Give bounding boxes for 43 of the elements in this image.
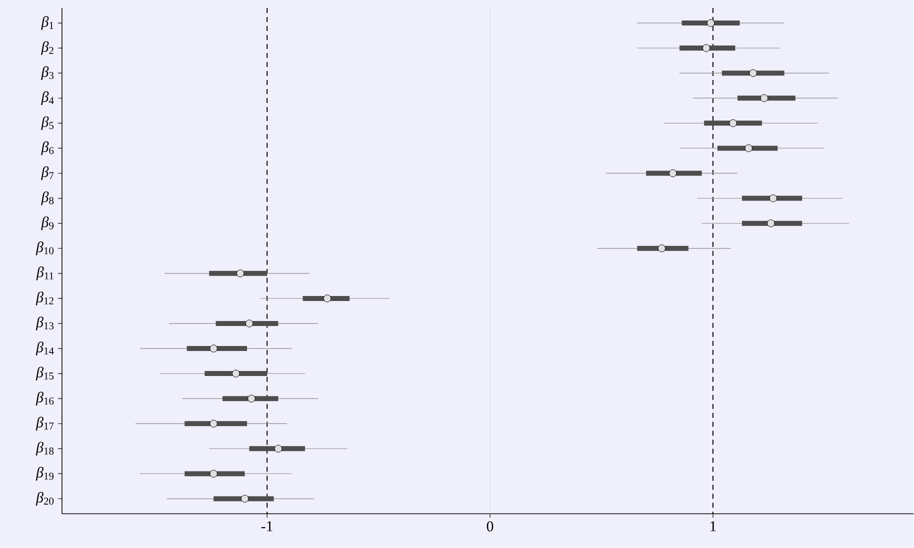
point — [769, 194, 777, 202]
y-tick-label: β$_{3}$ — [41, 66, 54, 80]
point — [248, 394, 256, 403]
y-tick-label: β$_{6}$ — [41, 141, 54, 156]
point — [323, 294, 332, 302]
point — [702, 44, 710, 52]
point — [744, 144, 752, 152]
point — [668, 170, 677, 178]
y-tick-label: β$_{11}$ — [36, 266, 54, 280]
y-tick-label: β$_{15}$ — [36, 366, 54, 381]
y-tick-label: β$_{19}$ — [36, 466, 54, 481]
point — [210, 470, 218, 478]
point — [760, 94, 768, 102]
point — [658, 244, 666, 252]
point — [706, 19, 715, 27]
point — [749, 69, 757, 78]
x-tick-label: -1 — [261, 521, 272, 532]
y-tick-label: β$_{4}$ — [41, 91, 54, 106]
point — [236, 270, 244, 278]
y-tick-label: β$_{14}$ — [36, 342, 54, 356]
y-tick-label: β$_{17}$ — [36, 416, 54, 431]
point — [767, 220, 775, 228]
y-tick-label: β$_{9}$ — [41, 216, 54, 230]
y-tick-label: β$_{20}$ — [36, 492, 54, 506]
point — [274, 444, 282, 453]
y-tick-label: β$_{16}$ — [36, 392, 54, 406]
point — [232, 370, 240, 378]
y-tick-label: β$_{18}$ — [36, 442, 54, 456]
y-tick-label: β$_{10}$ — [36, 242, 54, 256]
point — [210, 420, 218, 428]
x-tick-label: 1 — [710, 521, 716, 532]
point — [729, 119, 737, 128]
point — [210, 344, 218, 352]
point — [240, 495, 249, 503]
y-tick-label: β$_{8}$ — [41, 192, 54, 206]
y-tick-label: β$_{12}$ — [36, 292, 54, 306]
x-tick-label: 0 — [486, 521, 494, 532]
y-tick-label: β$_{1}$ — [41, 16, 54, 30]
point — [245, 320, 254, 328]
y-tick-label: β$_{2}$ — [41, 41, 54, 56]
y-tick-label: β$_{5}$ — [41, 116, 54, 130]
y-tick-label: β$_{7}$ — [41, 166, 54, 180]
y-tick-label: β$_{13}$ — [36, 316, 54, 330]
